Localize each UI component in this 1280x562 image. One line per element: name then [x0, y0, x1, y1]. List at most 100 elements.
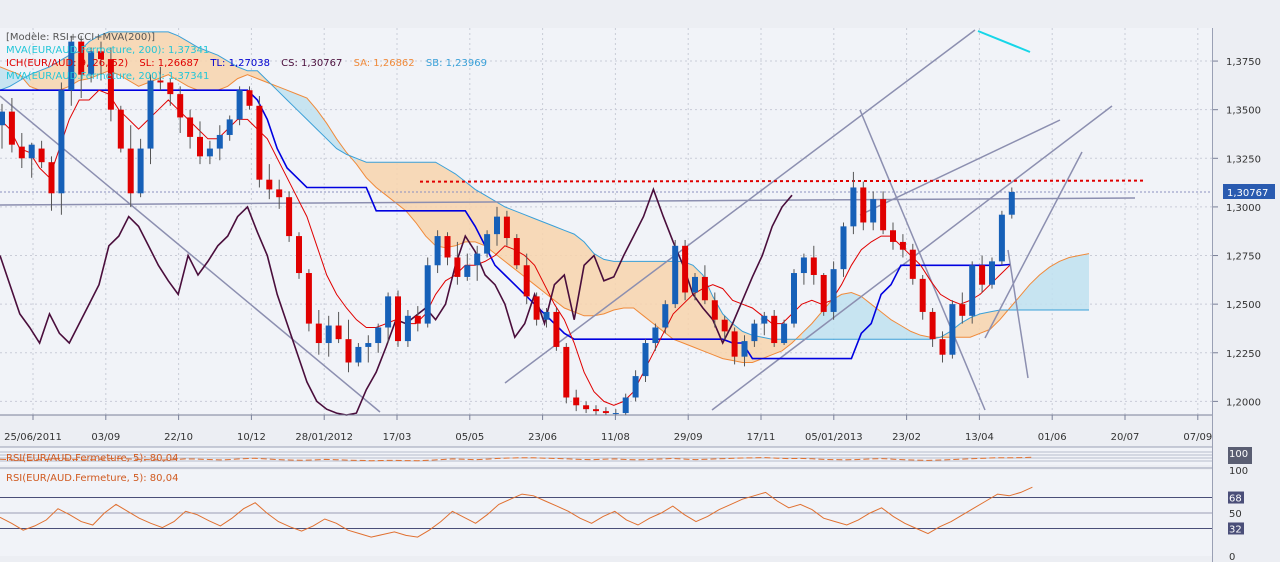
senkou-span-a — [0, 66, 1090, 363]
candle-bear — [305, 273, 312, 324]
candle-bear — [48, 162, 55, 194]
rising-line-2 — [984, 151, 1083, 339]
candle-bear — [979, 265, 986, 285]
candle-bear — [395, 296, 401, 342]
legend-tl-text: TL: 1,27038 — [210, 58, 270, 69]
cloud-bull — [356, 158, 802, 363]
date-tick-label: 01/06 — [1038, 432, 1067, 443]
legend-mva-row-2: MVA(EUR/AUD.Fermeture, 200): 1,37341 — [6, 70, 495, 83]
chart-legend: [Modèle: RSI+CCI+MVA(200)] MVA(EUR/AUD.F… — [6, 31, 495, 83]
candle-bull — [58, 90, 65, 194]
candle-bear — [157, 80, 164, 83]
rsi-legend-collapsed: RSI(EUR/AUD.Fermeture, 5): 80,04 — [6, 452, 186, 465]
candle-bear — [454, 257, 461, 277]
price-tick-label: 1,3000 — [1226, 203, 1261, 214]
legend-sl-text: SL: 1,26687 — [139, 58, 200, 69]
cloud-bear — [277, 86, 357, 165]
candle-bull — [494, 216, 500, 235]
rsi-tick-label: 100 — [1229, 466, 1248, 477]
candle-bear — [771, 315, 778, 344]
rsi-legend-text: RSI(EUR/AUD.Fermeture, 5): 80,04 — [6, 473, 179, 484]
candle-bear — [563, 346, 570, 398]
candle-bull — [949, 304, 956, 355]
cloud-bull — [940, 308, 1010, 338]
candle-bear — [959, 304, 966, 316]
candle-bear — [266, 179, 273, 190]
candle-bear — [197, 136, 203, 157]
candle-bear — [573, 397, 580, 406]
candle-bear — [315, 323, 322, 344]
rsi-line — [0, 486, 1033, 538]
candle-bull — [800, 257, 807, 274]
candle-bear — [117, 109, 124, 149]
candle-bull — [0, 111, 5, 126]
legend-model: [Modèle: RSI+CCI+MVA(200)] — [6, 31, 495, 44]
senkou-span-b — [0, 31, 1089, 340]
date-tick-label: 29/09 — [674, 432, 703, 443]
legend-ichimoku-text: ICH(EUR/AUD: 9, 26, 52) — [6, 58, 129, 69]
candle-bear — [513, 238, 520, 266]
candle-bull — [216, 134, 223, 149]
cloud-bear — [0, 66, 30, 91]
candle-bull — [236, 90, 243, 120]
candle-bull — [474, 253, 481, 266]
candle-bull — [424, 265, 431, 324]
rsi-panel-collapsed: 100 — [0, 446, 1252, 465]
candle-bull — [751, 323, 758, 342]
price-tick-label: 1,2500 — [1226, 300, 1261, 311]
candle-bear — [553, 311, 560, 347]
candle-bear — [880, 199, 887, 231]
candle-bull — [484, 234, 491, 254]
candle-bull — [622, 397, 629, 414]
candle-bear — [414, 315, 421, 324]
candle-bear — [286, 197, 293, 237]
last-price-tag — [1223, 183, 1275, 199]
date-tick-label: 10/12 — [237, 432, 266, 443]
candle-bull — [612, 413, 619, 415]
candle-bear — [682, 245, 689, 293]
candle-bull — [355, 346, 362, 363]
cloud-bear — [1009, 253, 1089, 310]
price-axis: 1,3750 1,3500 1,3250 1,3000 1,2750 1,2500 1,22… — [1212, 57, 1275, 408]
candle-bear — [721, 319, 728, 332]
candle-bear — [711, 300, 718, 320]
candle-bear — [503, 216, 510, 239]
candle-bull — [543, 311, 550, 320]
candle-bull — [147, 80, 154, 149]
channel-upper-line — [504, 29, 976, 384]
candle-bull — [206, 148, 213, 157]
price-tick-label: 1,2250 — [1226, 349, 1261, 360]
rsi-tick-label: 50 — [1229, 509, 1242, 520]
candle-bull — [840, 226, 847, 270]
rsi-panel: 100 68 50 32 0 — [0, 466, 1248, 562]
candle-bear — [909, 249, 916, 279]
candle-bear — [820, 274, 827, 312]
candle-bear — [890, 230, 896, 242]
candle-bull — [88, 51, 95, 75]
candle-bull — [464, 265, 471, 277]
date-axis: 25/06/2011 03/09 22/10 10/12 28/01/2012 17/03… — [0, 414, 1212, 443]
candle-bear — [523, 265, 530, 297]
candle-bull — [969, 265, 976, 316]
candle-bear — [256, 105, 263, 180]
candle-bull — [998, 214, 1005, 262]
rsi-collapsed-tag — [1228, 447, 1252, 464]
date-tick-label: 20/07 — [1111, 432, 1140, 443]
candle-bear — [246, 90, 253, 106]
candle-bear — [860, 187, 867, 223]
candle-bull — [226, 119, 233, 135]
candle-bull — [662, 304, 669, 328]
date-tick-label: 17/03 — [383, 432, 412, 443]
candle-bull — [692, 276, 698, 293]
candle-bear — [296, 236, 302, 274]
candle-bear — [187, 117, 194, 137]
candle-bull — [652, 327, 659, 344]
price-tick-label: 1,2000 — [1226, 397, 1261, 408]
legend-mva-text: MVA(EUR/AUD.Fermeture, 200): 1,37341 — [6, 45, 210, 56]
rsi-collapsed-line — [0, 456, 1033, 462]
price-tick-label: 1,2750 — [1226, 252, 1261, 263]
candle-bull — [375, 327, 382, 344]
candle-bear — [444, 236, 451, 258]
